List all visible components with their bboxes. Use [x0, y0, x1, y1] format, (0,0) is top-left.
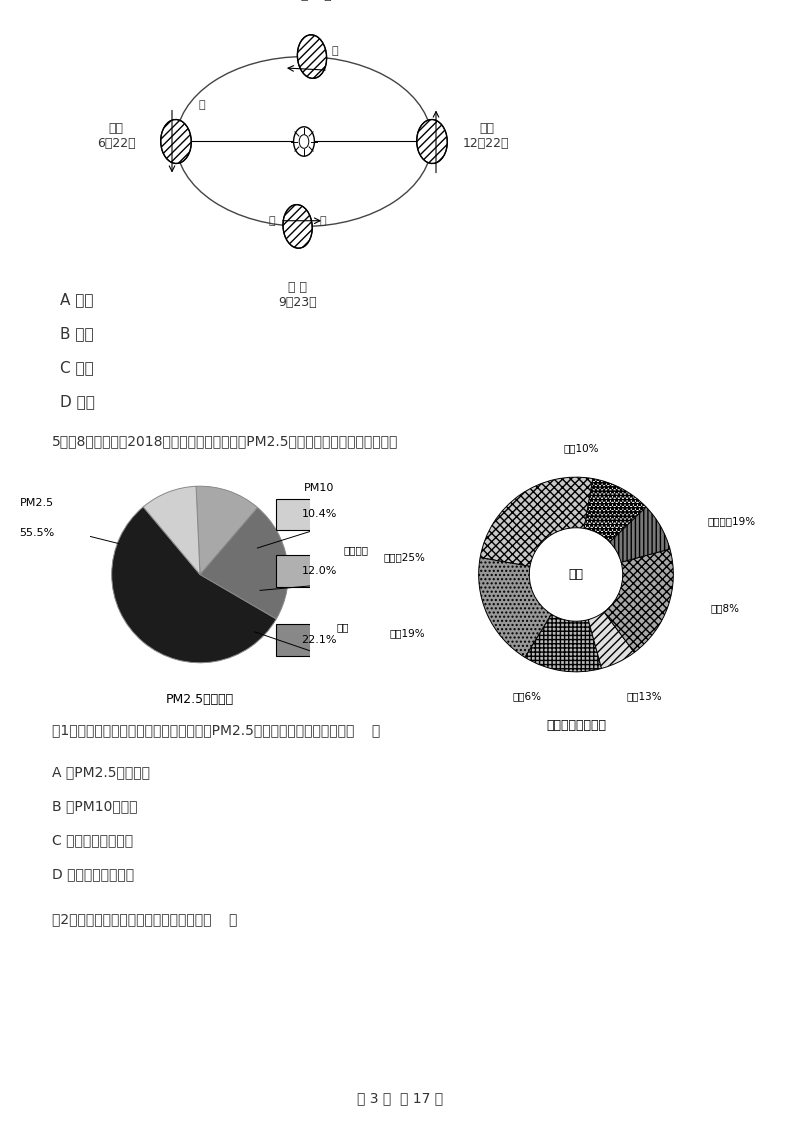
- Text: （2）雾霾天气时，下列做法不合适的是（    ）: （2）雾霾天气时，下列做法不合适的是（ ）: [52, 912, 238, 926]
- Text: 冬至
12月22日: 冬至 12月22日: [463, 122, 510, 149]
- Text: 甲: 甲: [198, 101, 205, 110]
- Text: D ．臭氧和外来输送: D ．臭氧和外来输送: [52, 867, 134, 881]
- Ellipse shape: [161, 120, 191, 163]
- Ellipse shape: [417, 120, 447, 163]
- Text: A ．PM2.5和机动车: A ．PM2.5和机动车: [52, 765, 150, 779]
- Text: PM2.5主要来源: PM2.5主要来源: [166, 694, 234, 706]
- Wedge shape: [196, 487, 258, 574]
- Wedge shape: [200, 507, 288, 619]
- Circle shape: [299, 135, 309, 148]
- Text: 其他10%: 其他10%: [563, 443, 598, 453]
- Wedge shape: [143, 487, 200, 574]
- Text: 机动车25%: 机动车25%: [383, 552, 425, 561]
- Text: 秋 分
9月23日: 秋 分 9月23日: [278, 281, 317, 309]
- Text: 外来输送19%: 外来输送19%: [707, 516, 755, 526]
- Text: 夏至
6月22日: 夏至 6月22日: [97, 122, 135, 149]
- Text: 丁: 丁: [332, 46, 338, 55]
- Text: （1）根据上图可知，北京的主要污染物和PM2.5的主要来源分别是来自于（    ）: （1）根据上图可知，北京的主要污染物和PM2.5的主要来源分别是来自于（ ）: [52, 723, 380, 737]
- Wedge shape: [480, 478, 593, 566]
- Text: 燃煤19%: 燃煤19%: [390, 628, 425, 638]
- Text: D ．丁: D ．丁: [60, 394, 95, 410]
- Text: 第 3 页  共 17 页: 第 3 页 共 17 页: [357, 1091, 443, 1105]
- Text: PM10: PM10: [304, 483, 334, 494]
- Text: PM2.5: PM2.5: [19, 498, 54, 508]
- Wedge shape: [588, 612, 634, 668]
- Wedge shape: [525, 615, 602, 671]
- Text: 二氧化氮: 二氧化氮: [343, 546, 368, 555]
- Text: C ．丙: C ．丙: [60, 360, 94, 376]
- Text: 工业8%: 工业8%: [710, 603, 739, 614]
- Text: 餐饮13%: 餐饮13%: [626, 692, 662, 701]
- Ellipse shape: [283, 205, 312, 248]
- Text: 北京: 北京: [569, 568, 583, 581]
- FancyBboxPatch shape: [276, 498, 363, 530]
- Text: 12.0%: 12.0%: [302, 566, 337, 576]
- Wedge shape: [478, 558, 551, 658]
- Text: 臭氧: 臭氧: [337, 621, 350, 632]
- FancyBboxPatch shape: [276, 624, 363, 655]
- Wedge shape: [610, 507, 670, 563]
- Wedge shape: [584, 479, 646, 542]
- Text: 乙: 乙: [269, 216, 275, 225]
- Text: 首要污染组成比例: 首要污染组成比例: [546, 719, 606, 732]
- Text: 扬尘6%: 扬尘6%: [513, 692, 542, 701]
- FancyBboxPatch shape: [0, 514, 78, 551]
- Wedge shape: [112, 507, 276, 662]
- Ellipse shape: [298, 35, 326, 78]
- Text: B ．乙: B ．乙: [60, 326, 94, 342]
- Text: 春 分
3月21日: 春 分 3月21日: [293, 0, 331, 2]
- Text: C ．二氧化碳和扬尘: C ．二氧化碳和扬尘: [52, 833, 133, 847]
- Circle shape: [294, 127, 314, 156]
- Wedge shape: [604, 549, 674, 652]
- Text: B ．PM10和燃煤: B ．PM10和燃煤: [52, 799, 138, 813]
- Text: 丙: 丙: [320, 216, 326, 225]
- Text: 10.4%: 10.4%: [302, 509, 337, 520]
- Text: 55.5%: 55.5%: [19, 528, 54, 538]
- Text: 22.1%: 22.1%: [302, 635, 337, 645]
- Text: 5．（8分）读北京2018年首要污染组成比例和PM2.5主要来源图，回答下列各题。: 5．（8分）读北京2018年首要污染组成比例和PM2.5主要来源图，回答下列各题…: [52, 435, 398, 448]
- FancyBboxPatch shape: [276, 555, 363, 586]
- Text: A ．甲: A ．甲: [60, 292, 94, 308]
